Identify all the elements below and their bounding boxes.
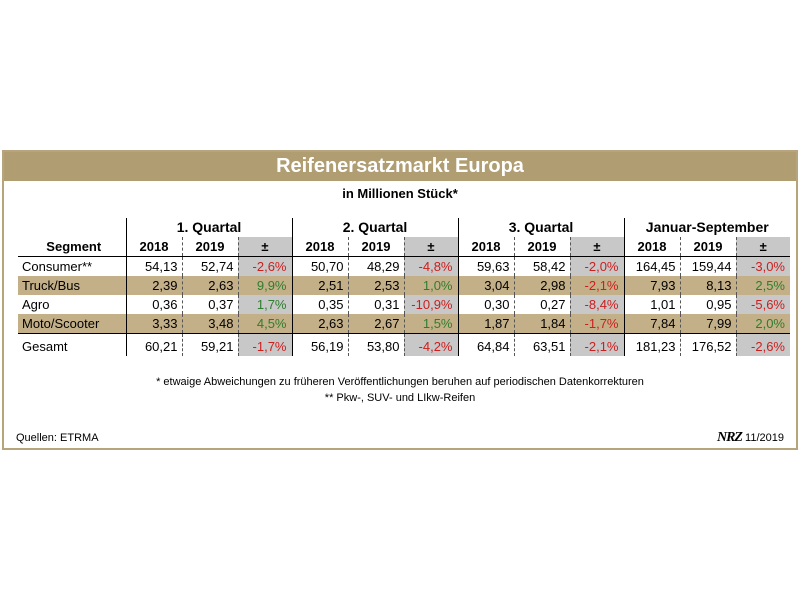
footnote-1: * etwaige Abweichungen zu früheren Veröf… bbox=[156, 376, 644, 388]
column-header: 2018 bbox=[457, 237, 515, 257]
value-cell: 50,70 bbox=[291, 256, 349, 276]
column-header: ± bbox=[570, 237, 624, 257]
value-cell: 2,98 bbox=[514, 276, 571, 295]
group-header: 1. Quartal bbox=[125, 218, 292, 237]
change-cell: -2,1% bbox=[570, 333, 624, 356]
column-header: 2019 bbox=[514, 237, 571, 257]
column-header: 2018 bbox=[291, 237, 349, 257]
value-cell: 164,45 bbox=[623, 256, 681, 276]
change-cell: -4,2% bbox=[404, 333, 458, 356]
value-cell: 2,51 bbox=[291, 276, 349, 295]
value-cell: 2,67 bbox=[348, 314, 405, 334]
value-cell: 0,95 bbox=[680, 295, 737, 314]
group-header: 2. Quartal bbox=[291, 218, 458, 237]
column-header: ± bbox=[404, 237, 458, 257]
value-cell: 1,84 bbox=[514, 314, 571, 334]
value-cell: 0,36 bbox=[125, 295, 183, 314]
value-cell: 0,30 bbox=[457, 295, 515, 314]
column-header: ± bbox=[736, 237, 790, 257]
value-cell: 59,63 bbox=[457, 256, 515, 276]
value-cell: 1,87 bbox=[457, 314, 515, 334]
value-cell: 2,63 bbox=[182, 276, 239, 295]
publication-date: 11/2019 bbox=[745, 432, 784, 444]
change-cell: -2,1% bbox=[570, 276, 624, 295]
change-cell: -2,0% bbox=[570, 256, 624, 276]
change-cell: 9,9% bbox=[238, 276, 292, 295]
value-cell: 63,51 bbox=[514, 333, 571, 356]
value-cell: 7,93 bbox=[623, 276, 681, 295]
column-header: 2018 bbox=[125, 237, 183, 257]
value-cell: 58,42 bbox=[514, 256, 571, 276]
table-row: Gesamt 60,21 59,21 -1,7% 56,19 53,80 -4,2% 64,8… bbox=[18, 333, 790, 356]
value-cell: 0,27 bbox=[514, 295, 571, 314]
change-cell: 1,7% bbox=[238, 295, 292, 314]
column-header: 2019 bbox=[182, 237, 239, 257]
column-header: 2019 bbox=[348, 237, 405, 257]
change-cell: -2,6% bbox=[736, 333, 790, 356]
value-cell: 176,52 bbox=[680, 333, 737, 356]
change-cell: 4,5% bbox=[238, 314, 292, 334]
change-cell: -3,0% bbox=[736, 256, 790, 276]
column-header: 2018 bbox=[623, 237, 681, 257]
value-cell: 7,84 bbox=[623, 314, 681, 334]
change-cell: 1,0% bbox=[404, 276, 458, 295]
table-row: Moto/Scooter 3,33 3,48 4,5% 2,63 2,67 1,5% 1,87… bbox=[18, 314, 790, 334]
table-row: Truck/Bus 2,39 2,63 9,9% 2,51 2,53 1,0% 3,04 2,9… bbox=[18, 276, 790, 295]
segment-label: Agro bbox=[22, 297, 50, 312]
value-cell: 48,29 bbox=[348, 256, 405, 276]
column-header: 2019 bbox=[680, 237, 737, 257]
value-cell: 1,01 bbox=[623, 295, 681, 314]
value-cell: 0,35 bbox=[291, 295, 349, 314]
change-cell: 1,5% bbox=[404, 314, 458, 334]
change-cell: -1,7% bbox=[570, 314, 624, 334]
group-header: 3. Quartal bbox=[457, 218, 624, 237]
source-note: Quellen: ETRMA bbox=[16, 432, 99, 444]
brand-logo: NRZ bbox=[716, 430, 743, 445]
column-header: ± bbox=[238, 237, 292, 257]
value-cell: 3,33 bbox=[125, 314, 183, 334]
chart-subtitle: in Millionen Stück* bbox=[342, 186, 458, 201]
value-cell: 0,31 bbox=[348, 295, 405, 314]
table-row: Consumer** 54,13 52,74 -2,6% 50,70 48,29 -4,8%… bbox=[18, 256, 790, 276]
value-cell: 2,39 bbox=[125, 276, 183, 295]
data-table: 1. Quartal 2. Quartal 3. Quartal Januar-… bbox=[18, 218, 790, 356]
value-cell: 59,21 bbox=[182, 333, 239, 356]
value-cell: 0,37 bbox=[182, 295, 239, 314]
segment-label: Truck/Bus bbox=[18, 276, 126, 295]
value-cell: 181,23 bbox=[623, 333, 681, 356]
column-header: Segment bbox=[18, 237, 126, 257]
value-cell: 3,04 bbox=[457, 276, 515, 295]
chart-title: Reifenersatzmarkt Europa bbox=[4, 152, 796, 181]
segment-label: Gesamt bbox=[18, 333, 126, 356]
change-cell: -5,6% bbox=[736, 295, 790, 314]
value-cell: 3,48 bbox=[182, 314, 239, 334]
change-cell: -10,9% bbox=[404, 295, 458, 314]
value-cell: 54,13 bbox=[125, 256, 183, 276]
value-cell: 64,84 bbox=[457, 333, 515, 356]
value-cell: 2,53 bbox=[348, 276, 405, 295]
change-cell: -2,6% bbox=[238, 256, 292, 276]
chart-frame: Reifenersatzmarkt Europa in Millionen St… bbox=[2, 150, 798, 450]
change-cell: -4,8% bbox=[404, 256, 458, 276]
segment-label: Moto/Scooter bbox=[18, 314, 126, 334]
footnote-2: ** Pkw-, SUV- und LIkw-Reifen bbox=[324, 392, 476, 404]
change-cell: 2,0% bbox=[736, 314, 790, 334]
value-cell: 52,74 bbox=[182, 256, 239, 276]
value-cell: 60,21 bbox=[125, 333, 183, 356]
change-cell: 2,5% bbox=[736, 276, 790, 295]
table-row: Agro 0,36 0,37 1,7% 0,35 0,31 -10,9% 0,30 0,27 -8… bbox=[18, 295, 790, 314]
value-cell: 2,63 bbox=[291, 314, 349, 334]
value-cell: 56,19 bbox=[291, 333, 349, 356]
segment-label: Consumer** bbox=[22, 259, 93, 274]
value-cell: 8,13 bbox=[680, 276, 737, 295]
change-cell: -8,4% bbox=[570, 295, 624, 314]
value-cell: 7,99 bbox=[680, 314, 737, 334]
value-cell: 159,44 bbox=[680, 256, 737, 276]
change-cell: -1,7% bbox=[238, 333, 292, 356]
group-header: Januar-September bbox=[623, 218, 790, 237]
value-cell: 53,80 bbox=[348, 333, 405, 356]
brand-mark: NRZ 11/2019 bbox=[717, 430, 784, 446]
